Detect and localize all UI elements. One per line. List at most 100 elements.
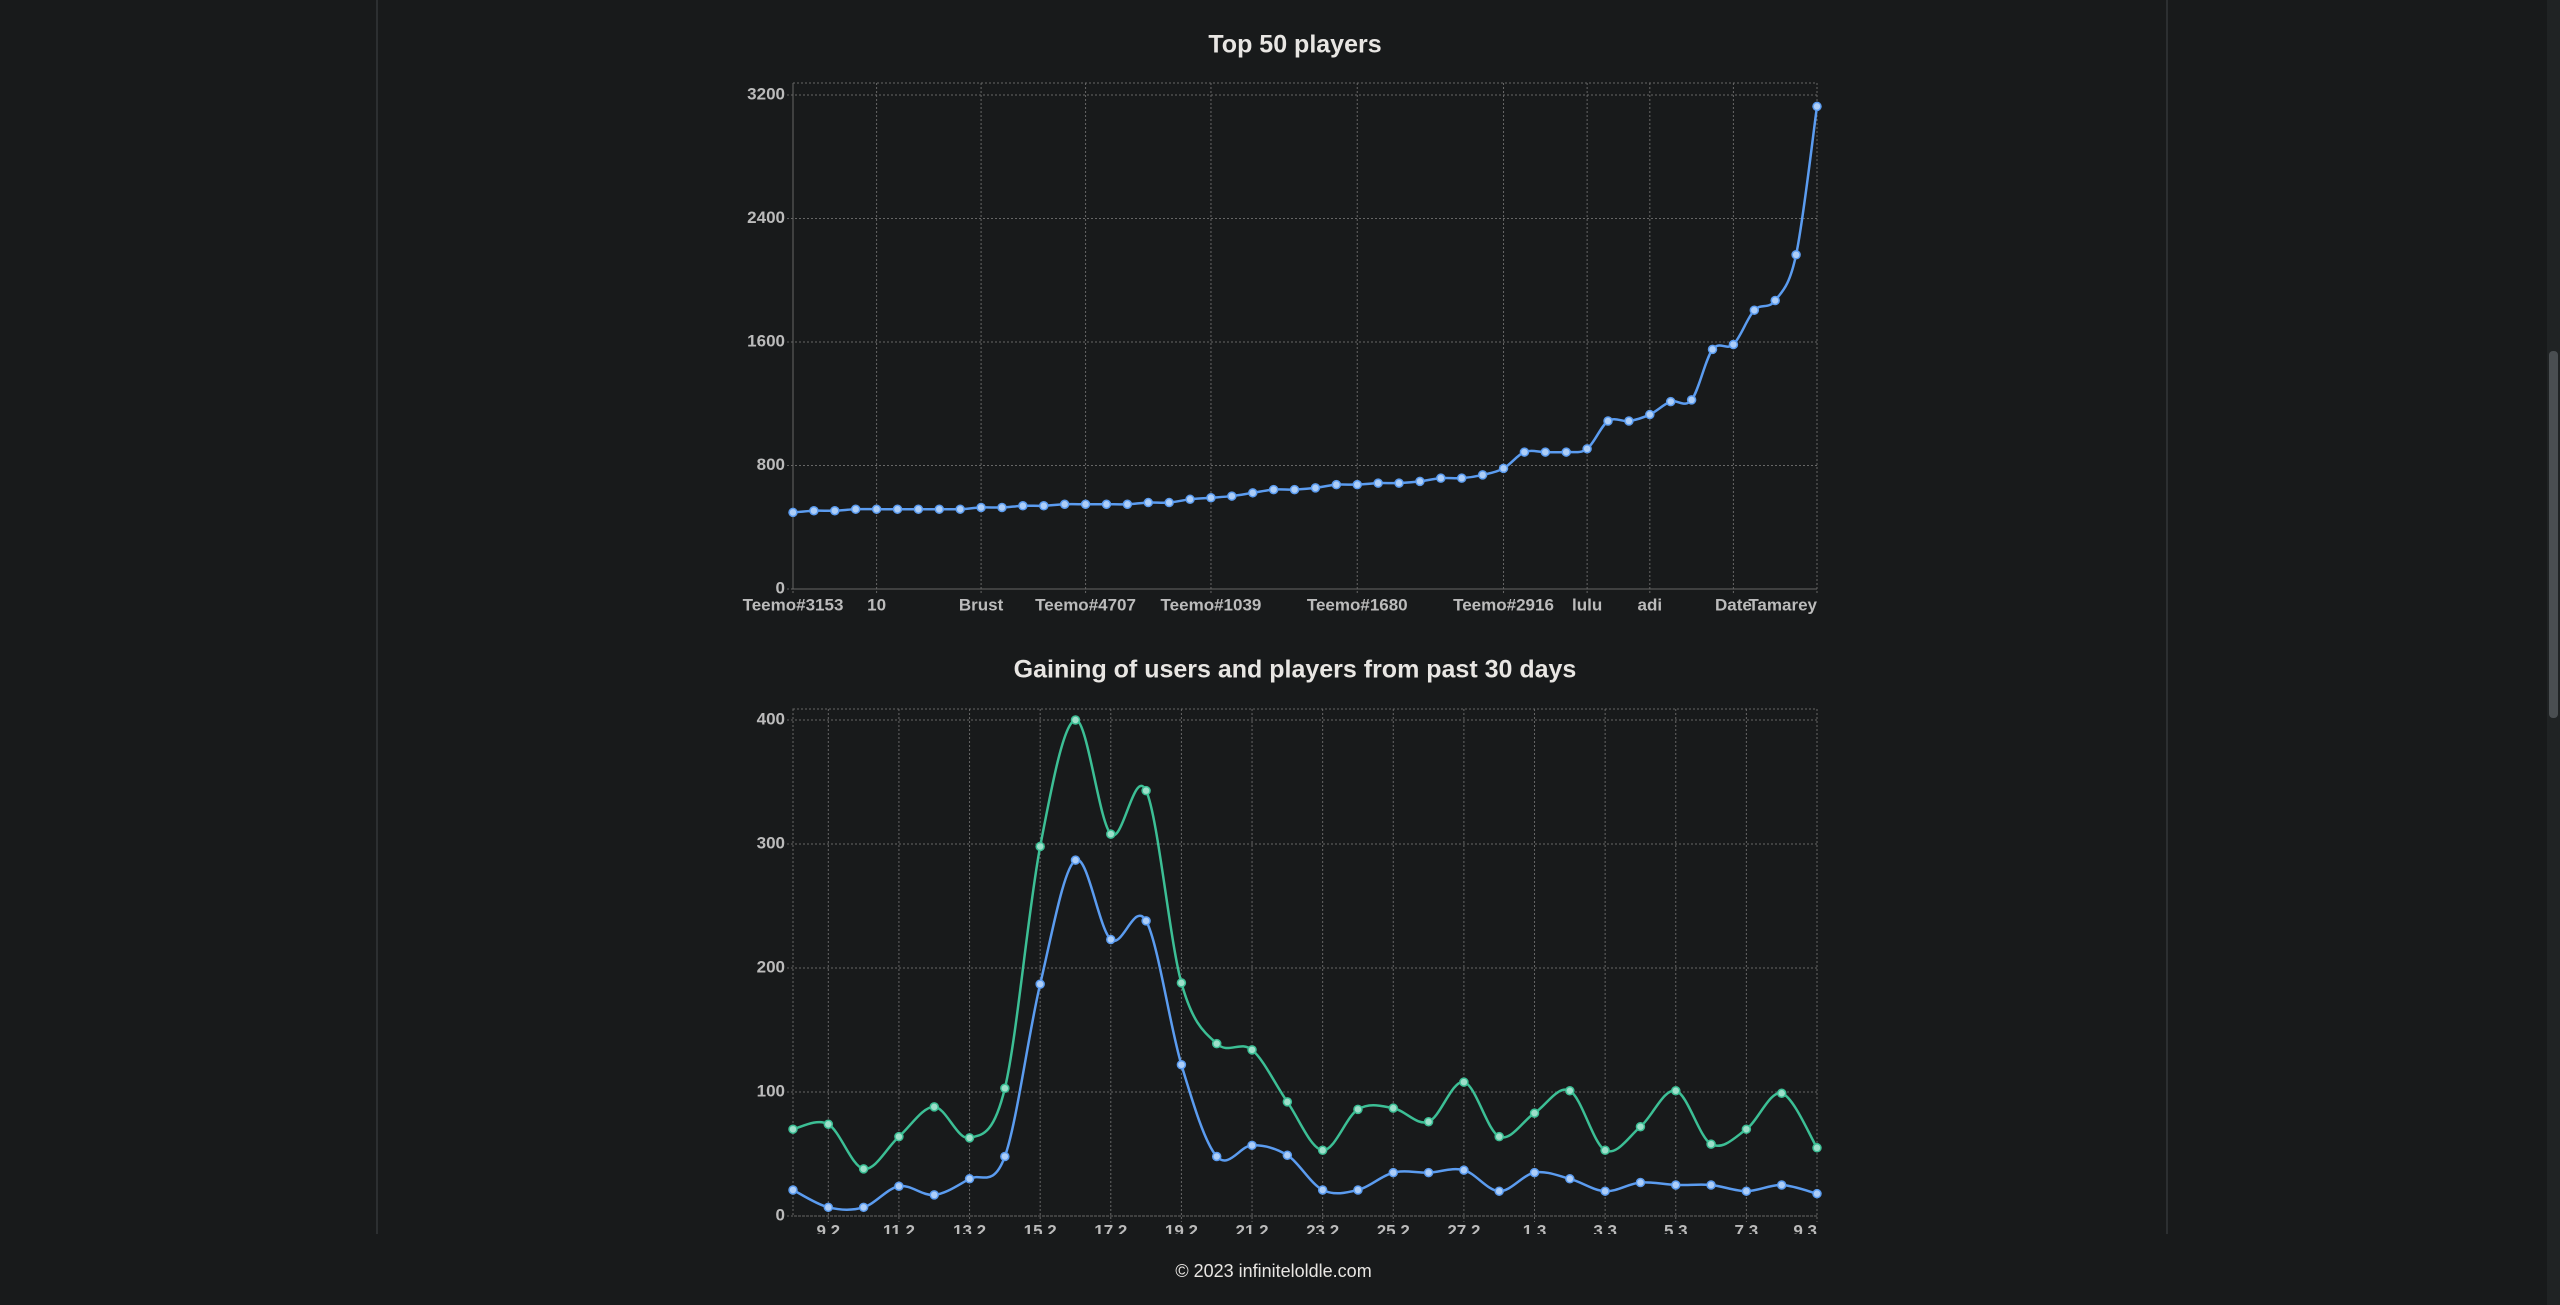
data-point	[1247, 1045, 1257, 1055]
data-point	[1706, 1180, 1716, 1190]
data-point	[1164, 497, 1174, 508]
data-point	[1645, 409, 1655, 420]
x-tick-label: Tamarey	[1748, 595, 1817, 614]
x-tick-label: 17.2	[1094, 1221, 1127, 1234]
chart-title: Gaining of users and players from past 3…	[1014, 656, 1577, 684]
data-point	[976, 502, 986, 513]
data-point	[1561, 447, 1571, 457]
x-tick-label: Teemo#1680	[1307, 595, 1408, 614]
data-point	[1141, 916, 1151, 926]
x-tick-label: 15.2	[1024, 1221, 1057, 1234]
y-tick-label: 800	[757, 455, 785, 474]
data-point	[858, 1164, 869, 1174]
data-point	[1812, 1143, 1822, 1153]
data-point	[1206, 493, 1216, 503]
data-point	[1791, 250, 1801, 260]
data-point	[1059, 499, 1070, 509]
data-point	[1353, 1104, 1363, 1115]
data-point	[1498, 463, 1509, 474]
data-point	[1565, 1086, 1575, 1096]
data-point	[1353, 1185, 1363, 1195]
data-point	[1227, 491, 1237, 501]
x-tick-label: 1.3	[1523, 1221, 1547, 1234]
data-point	[1812, 101, 1822, 112]
data-point	[809, 505, 819, 516]
y-tick-label: 3200	[747, 84, 785, 103]
data-point	[1582, 444, 1592, 454]
y-tick-label: 0	[776, 578, 785, 597]
data-point	[1728, 339, 1739, 350]
data-point	[1080, 499, 1091, 509]
data-point	[1603, 416, 1613, 426]
data-point	[1706, 1139, 1716, 1149]
data-point	[1540, 447, 1551, 457]
data-point	[955, 504, 965, 514]
data-point	[1000, 1151, 1010, 1162]
data-point	[1600, 1145, 1610, 1156]
x-tick-label: lulu	[1572, 595, 1602, 614]
data-point	[1671, 1086, 1681, 1096]
data-point	[858, 1202, 869, 1213]
data-point	[788, 1185, 798, 1195]
x-tick-label: 11.2	[883, 1221, 915, 1234]
data-point	[1776, 1088, 1787, 1098]
series-line	[792, 718, 1819, 1171]
data-point	[1600, 1186, 1610, 1196]
data-point	[1176, 978, 1187, 988]
y-tick-label: 0	[776, 1205, 785, 1224]
data-point	[1459, 1077, 1469, 1087]
data-point	[1415, 476, 1425, 487]
x-tick-label: 5.3	[1664, 1221, 1688, 1234]
data-point	[1211, 1038, 1222, 1049]
data-point	[1394, 478, 1404, 488]
data-point	[1707, 344, 1718, 355]
data-point	[1741, 1186, 1752, 1196]
data-point	[830, 505, 840, 516]
data-point	[1388, 1103, 1399, 1113]
data-point	[1289, 484, 1300, 495]
x-tick-label: 19.2	[1165, 1221, 1198, 1234]
x-tick-label: Teemo#4707	[1035, 595, 1136, 614]
data-point	[788, 1124, 798, 1134]
data-point	[1070, 855, 1081, 865]
scrollbar[interactable]	[2547, 0, 2560, 1305]
data-point	[913, 504, 924, 514]
x-tick-label: Teemo#1039	[1161, 595, 1262, 614]
series-line	[792, 858, 1818, 1211]
data-point	[1665, 396, 1676, 407]
data-point	[1686, 395, 1697, 405]
chart-area: Top 50 players 0 800 1600 2400 3200 Teemo#3153…	[376, 0, 2168, 1234]
data-point	[964, 1174, 975, 1184]
y-tick-label: 200	[757, 957, 785, 976]
data-point	[1423, 1167, 1434, 1178]
data-point	[1282, 1150, 1293, 1160]
data-point	[929, 1102, 939, 1112]
x-tick-label: adi	[1638, 595, 1663, 614]
data-point	[1635, 1121, 1646, 1132]
footer: © 2023 infiniteloldle.com	[1175, 1261, 1372, 1281]
x-tick-label: 25.2	[1377, 1221, 1410, 1234]
data-point	[1529, 1167, 1540, 1178]
data-point	[964, 1133, 975, 1143]
x-tick-label: 27.2	[1447, 1221, 1480, 1234]
data-point	[1352, 479, 1362, 490]
y-tick-label: 400	[757, 709, 785, 728]
plot-frame	[792, 82, 1818, 590]
y-tick-label: 100	[757, 1081, 785, 1100]
data-point	[1494, 1186, 1504, 1196]
data-point	[1106, 934, 1116, 945]
x-tick-label: 3.3	[1593, 1221, 1617, 1234]
x-tick-label: Brust	[959, 595, 1004, 614]
data-point	[1317, 1185, 1328, 1195]
data-point	[1035, 841, 1045, 852]
data-point	[894, 1181, 904, 1191]
data-point	[1101, 499, 1112, 509]
data-point	[1039, 501, 1049, 511]
scrollbar-thumb[interactable]	[2549, 351, 2558, 718]
chart-title: Top 50 players	[1208, 31, 1381, 59]
data-point	[997, 502, 1007, 513]
x-tick-label: 13.2	[953, 1221, 986, 1234]
data-point	[1529, 1108, 1540, 1118]
y-tick-label: 300	[757, 833, 785, 852]
